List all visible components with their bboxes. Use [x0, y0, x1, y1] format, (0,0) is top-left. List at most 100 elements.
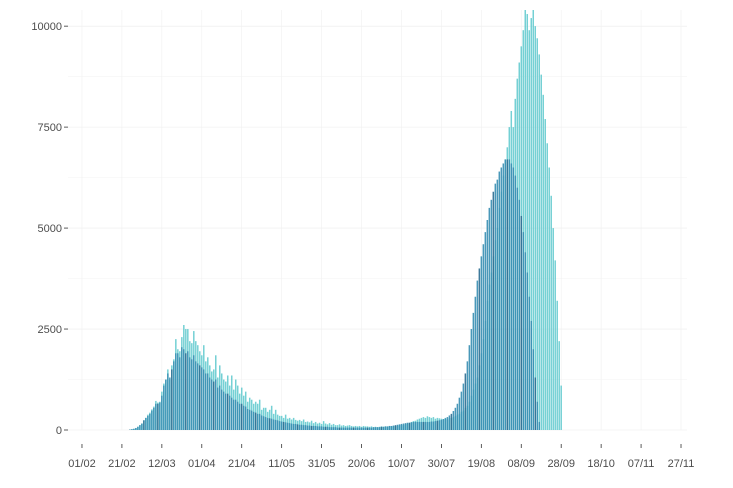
front-series-bar — [159, 402, 161, 430]
front-series-bar — [456, 403, 459, 430]
x-axis: 01/02 21/02 12/03 01/04 21/04 11/05 31/05 20/06… — [68, 444, 694, 470]
front-series-bar — [215, 379, 217, 430]
front-series-bar — [286, 422, 289, 430]
front-series-bar — [246, 409, 249, 430]
x-tick-label: 07/11 — [628, 458, 655, 470]
front-series-bar — [278, 421, 281, 430]
y-tick-label: 5000 — [38, 223, 62, 235]
front-series-bar — [175, 353, 177, 430]
x-tick-label: 01/04 — [188, 458, 216, 470]
x-tick-label: 21/04 — [228, 458, 256, 470]
front-series-bar — [532, 349, 534, 430]
x-tick-label: 11/05 — [268, 458, 295, 470]
front-series-bar — [526, 272, 529, 430]
front-series-bar — [366, 427, 369, 430]
front-series-bar — [414, 421, 417, 430]
front-series-bar — [189, 357, 191, 430]
front-series-bar — [536, 401, 538, 430]
front-series-bar — [462, 383, 465, 430]
x-tick-label: 20/06 — [348, 458, 376, 470]
front-series-bar — [498, 171, 501, 431]
front-series-bar — [165, 379, 167, 430]
front-series-bar — [133, 428, 135, 430]
front-series-bar — [362, 427, 365, 430]
front-series-bar — [408, 422, 411, 430]
front-series-bar — [314, 425, 317, 430]
front-series-bar — [396, 424, 399, 430]
front-series-bar — [211, 379, 213, 430]
front-series-bar — [203, 369, 205, 430]
front-series-bar — [502, 163, 505, 430]
front-series-bar — [434, 421, 437, 430]
front-series-bar — [236, 401, 239, 430]
front-series-bar — [248, 409, 251, 430]
front-series-bar — [386, 426, 389, 430]
front-series-bar — [430, 421, 433, 430]
back-series-bar — [556, 300, 558, 430]
front-series-bar — [288, 423, 291, 430]
front-series-bar — [268, 418, 271, 430]
front-series-bar — [348, 427, 351, 430]
front-series-bar — [370, 427, 373, 430]
back-series-bar — [540, 74, 542, 431]
front-series-bar — [342, 427, 345, 430]
front-series-bar — [284, 422, 287, 430]
back-series-bar — [532, 10, 534, 430]
front-series-bar — [179, 357, 181, 430]
front-series-bar — [518, 199, 521, 430]
front-series-bar — [480, 256, 483, 430]
back-series-bar — [558, 341, 560, 430]
front-series-bar — [538, 421, 540, 430]
front-series-bar — [428, 421, 431, 430]
y-axis: 0 2500 5000 7500 10000 — [31, 21, 68, 437]
back-series-bar — [548, 167, 550, 430]
front-series-bar — [468, 345, 471, 430]
front-series-bar — [432, 421, 435, 430]
front-series-bar — [312, 425, 315, 430]
front-series-bar — [514, 175, 517, 430]
front-series-bar — [260, 415, 263, 430]
front-series-bar — [496, 179, 499, 430]
x-tick-label: 28/09 — [547, 458, 575, 470]
back-series-bar — [538, 54, 540, 431]
front-series-bar — [187, 351, 189, 430]
front-series-bar — [448, 415, 451, 430]
front-series-bar — [398, 424, 401, 430]
front-series-bar — [450, 413, 453, 430]
front-series-bar — [225, 393, 227, 430]
front-series-bar — [250, 410, 253, 430]
front-series-bar — [404, 423, 407, 430]
front-series-bar — [322, 426, 325, 430]
back-series-bar — [542, 94, 544, 430]
back-series-bar — [550, 195, 552, 430]
y-tick-label: 0 — [56, 425, 62, 437]
front-series-bar — [360, 427, 363, 430]
x-tick-label: 10/07 — [388, 458, 416, 470]
front-series-bar — [169, 377, 171, 430]
x-tick-label: 27/11 — [668, 458, 695, 470]
front-series-bar — [282, 421, 285, 430]
back-series-bar — [524, 10, 527, 430]
front-series-bar — [173, 361, 175, 430]
front-series-bar — [332, 427, 335, 430]
front-series-bar — [490, 199, 493, 430]
front-series-bar — [223, 391, 225, 430]
front-series-bar — [318, 426, 321, 430]
front-series-bar — [426, 421, 429, 430]
front-series-bar — [512, 167, 515, 430]
front-series-bar — [438, 420, 441, 430]
front-series-bar — [510, 163, 513, 430]
front-series-bar — [522, 232, 525, 430]
front-series-bar — [442, 419, 445, 430]
back-series-bar — [318, 422, 321, 430]
front-series-bar — [294, 423, 297, 430]
front-series-bar — [226, 393, 229, 430]
front-series-bar — [338, 427, 341, 430]
front-series-bar — [486, 220, 489, 430]
front-series-bar — [221, 389, 223, 430]
front-series-bar — [390, 425, 393, 430]
x-tick-label: 19/08 — [468, 458, 496, 470]
back-series-bar — [522, 30, 525, 430]
back-series-bar — [322, 421, 325, 430]
front-series-bar — [376, 427, 379, 430]
